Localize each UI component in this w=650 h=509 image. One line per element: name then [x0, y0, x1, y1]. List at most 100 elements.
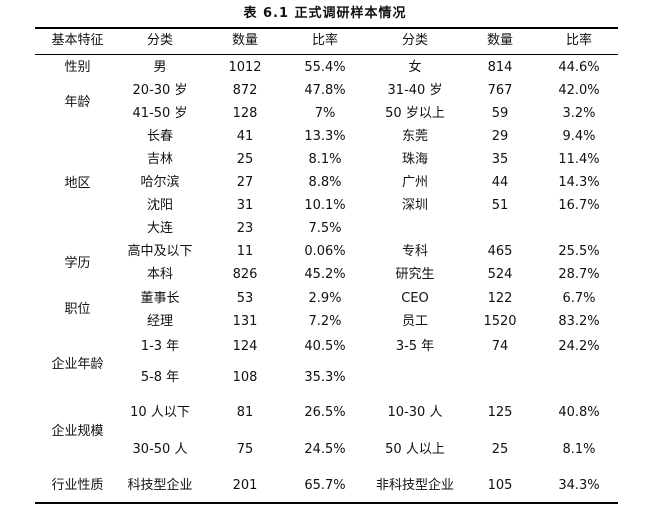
ratio-cell-2: 28.7% — [558, 267, 600, 282]
count-cell-2: 105 — [487, 478, 513, 493]
count-cell: 872 — [232, 83, 258, 98]
category-cell: 哈尔滨 — [140, 175, 180, 190]
category-cell-2: 3-5 年 — [395, 339, 435, 354]
ratio-cell: 45.2% — [304, 267, 346, 282]
category-cell: 高中及以下 — [127, 244, 193, 259]
header-ratio: 比率 — [311, 33, 338, 48]
category-cell: 41-50 岁 — [132, 106, 188, 121]
ratio-cell: 8.1% — [308, 152, 342, 167]
ratio-cell: 65.7% — [304, 478, 346, 493]
ratio-cell: 24.5% — [304, 442, 346, 457]
ratio-cell-2: 6.7% — [562, 291, 596, 306]
header-count-2: 数量 — [486, 33, 513, 48]
header-feature: 基本特征 — [51, 33, 104, 48]
category-cell: 30-50 人 — [132, 442, 188, 457]
header-count: 数量 — [231, 33, 258, 48]
ratio-cell: 55.4% — [304, 60, 346, 75]
group-label-gender: 性别 — [64, 60, 91, 75]
count-cell: 25 — [236, 152, 254, 167]
count-cell-2: 524 — [487, 267, 513, 282]
ratio-cell-2: 25.5% — [558, 244, 600, 259]
category-cell: 科技型企业 — [127, 478, 193, 493]
count-cell: 108 — [232, 370, 258, 385]
count-cell-2: 74 — [491, 339, 509, 354]
ratio-cell-2: 3.2% — [562, 106, 596, 121]
count-cell: 201 — [232, 478, 258, 493]
group-label-position: 职位 — [64, 302, 91, 317]
ratio-cell: 2.9% — [308, 291, 342, 306]
count-cell: 11 — [236, 244, 254, 259]
category-cell-2: 研究生 — [395, 267, 435, 282]
category-cell-2: 女 — [408, 60, 422, 75]
count-cell: 23 — [236, 221, 254, 236]
ratio-cell-2: 44.6% — [558, 60, 600, 75]
group-label-company-size: 企业规模 — [51, 424, 104, 439]
count-cell-2 — [460, 219, 540, 239]
count-cell: 81 — [236, 405, 254, 420]
ratio-cell: 13.3% — [304, 129, 346, 144]
category-cell-2: 10-30 人 — [387, 405, 443, 420]
count-cell-2: 465 — [487, 244, 513, 259]
count-cell: 131 — [232, 314, 258, 329]
category-cell: 董事长 — [140, 291, 180, 306]
table-header-rule — [35, 54, 618, 55]
count-cell-2: 122 — [487, 291, 513, 306]
group-label-age: 年龄 — [64, 95, 91, 110]
table-caption: 表 6.1 正式调研样本情况 — [243, 6, 407, 21]
ratio-cell-2: 16.7% — [558, 198, 600, 213]
header-category: 分类 — [146, 33, 173, 48]
category-cell: 沈阳 — [146, 198, 173, 213]
count-cell: 124 — [232, 339, 258, 354]
table-bottom-rule — [35, 502, 618, 504]
header-category-2: 分类 — [401, 33, 428, 48]
ratio-cell-2: 40.8% — [558, 405, 600, 420]
ratio-cell: 8.8% — [308, 175, 342, 190]
category-cell-2: 专科 — [401, 244, 428, 259]
category-cell: 长春 — [146, 129, 173, 144]
category-cell-2: 深圳 — [401, 198, 428, 213]
ratio-cell: 47.8% — [304, 83, 346, 98]
category-cell: 10 人以下 — [130, 405, 190, 420]
category-cell-2: 非科技型企业 — [375, 478, 454, 493]
ratio-cell-2: 9.4% — [562, 129, 596, 144]
table-top-rule — [35, 27, 618, 29]
category-cell-2 — [370, 219, 460, 239]
group-label-company-age: 企业年龄 — [51, 357, 104, 372]
count-cell-2: 814 — [487, 60, 513, 75]
count-cell-2: 44 — [491, 175, 509, 190]
count-cell-2: 1520 — [483, 314, 517, 329]
category-cell-2: 31-40 岁 — [387, 83, 443, 98]
count-cell: 31 — [236, 198, 254, 213]
count-cell-2: 767 — [487, 83, 513, 98]
category-cell-2: 50 岁以上 — [385, 106, 445, 121]
ratio-cell: 0.06% — [304, 244, 346, 259]
category-cell: 1-3 年 — [140, 339, 180, 354]
count-cell: 1012 — [228, 60, 262, 75]
category-cell: 大连 — [146, 221, 173, 236]
ratio-cell: 40.5% — [304, 339, 346, 354]
header-ratio-2: 比率 — [565, 33, 592, 48]
count-cell-2: 59 — [491, 106, 509, 121]
category-cell-2: 员工 — [401, 314, 428, 329]
category-cell-2: 东莞 — [401, 129, 428, 144]
ratio-cell: 7.5% — [308, 221, 342, 236]
ratio-cell: 7% — [314, 106, 336, 121]
count-cell-2: 35 — [491, 152, 509, 167]
ratio-cell: 10.1% — [304, 198, 346, 213]
category-cell-2: 50 人以上 — [385, 442, 445, 457]
category-cell-2: 广州 — [401, 175, 428, 190]
group-label-industry: 行业性质 — [51, 478, 104, 493]
count-cell-2 — [460, 368, 540, 388]
count-cell-2: 125 — [487, 405, 513, 420]
category-cell: 男 — [153, 60, 167, 75]
category-cell: 本科 — [146, 267, 173, 282]
category-cell: 20-30 岁 — [132, 83, 188, 98]
count-cell: 53 — [236, 291, 254, 306]
group-label-region: 地区 — [64, 176, 91, 191]
category-cell: 5-8 年 — [140, 370, 180, 385]
ratio-cell-2 — [540, 219, 618, 239]
ratio-cell-2: 14.3% — [558, 175, 600, 190]
category-cell: 吉林 — [146, 152, 173, 167]
ratio-cell-2: 11.4% — [558, 152, 600, 167]
count-cell: 41 — [236, 129, 254, 144]
